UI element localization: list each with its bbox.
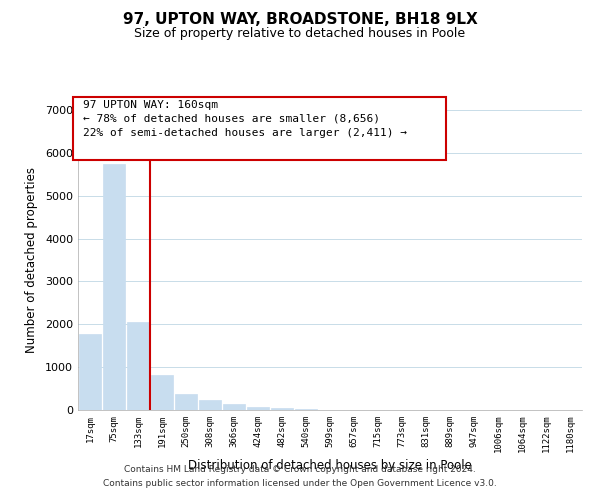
Bar [151,375,173,410]
FancyBboxPatch shape [73,96,446,160]
Bar [127,322,149,410]
Text: Size of property relative to detached houses in Poole: Size of property relative to detached ho… [134,28,466,40]
Bar [175,394,197,410]
Text: 97, UPTON WAY, BROADSTONE, BH18 9LX: 97, UPTON WAY, BROADSTONE, BH18 9LX [122,12,478,28]
Bar [247,406,269,410]
Bar [199,400,221,410]
Bar [295,409,317,410]
Bar [271,408,293,410]
X-axis label: Distribution of detached houses by size in Poole: Distribution of detached houses by size … [188,460,472,472]
Text: 97 UPTON WAY: 160sqm
← 78% of detached houses are smaller (8,656)
22% of semi-de: 97 UPTON WAY: 160sqm ← 78% of detached h… [83,100,407,138]
Text: Contains HM Land Registry data © Crown copyright and database right 2024.
Contai: Contains HM Land Registry data © Crown c… [103,466,497,487]
Bar [223,404,245,410]
Y-axis label: Number of detached properties: Number of detached properties [25,167,38,353]
Bar [103,164,125,410]
Bar [79,334,101,410]
